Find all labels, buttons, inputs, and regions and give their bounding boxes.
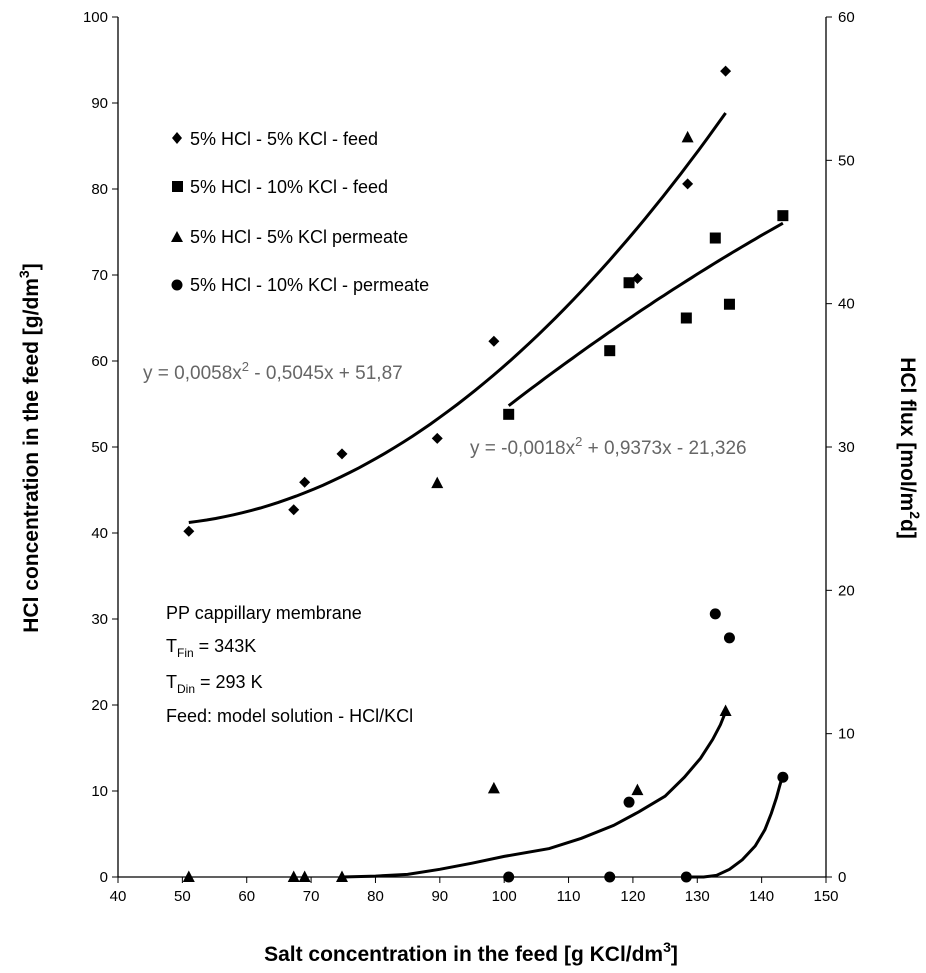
x-tick-label: 80 (367, 888, 384, 905)
annotation-line-4: Feed: model solution - HCl/KCl (166, 706, 413, 726)
annotation-line-1: PP cappillary membrane (166, 603, 362, 623)
x-tick-label: 70 (303, 888, 320, 905)
data-point-square (503, 408, 515, 420)
y2-tick-label: 20 (838, 582, 855, 599)
data-point-triangle (631, 783, 644, 796)
y-axis-title: HCl concentration in the feed [g/dm3] (16, 263, 43, 632)
x-tick-label: 120 (620, 888, 645, 905)
y2-tick-label: 50 (838, 152, 855, 169)
data-point-triangle (298, 870, 311, 882)
x-tick-label: 110 (557, 888, 581, 905)
y-tick-label: 10 (91, 783, 108, 800)
data-point-triangle (182, 870, 195, 882)
data-point-circle (777, 771, 789, 783)
legend: 5% HCl - 5% KCl - feed 5% HCl - 10% KCl … (171, 129, 429, 295)
legend-marker-diamond (172, 132, 182, 144)
y2-axis-title: HCl flux [mol/m2d] (896, 357, 923, 539)
legend-marker-triangle (171, 231, 183, 242)
data-point-circle (680, 871, 692, 883)
data-point-square (777, 210, 789, 222)
data-point-circle (709, 608, 721, 620)
data-point-triangle (431, 476, 444, 489)
legend-label: 5% HCl - 10% KCl - feed (190, 177, 388, 197)
data-point-diamond (431, 432, 443, 444)
x-tick-label: 50 (174, 888, 191, 905)
y-tick-label: 60 (91, 353, 108, 370)
data-point-circle (623, 796, 635, 808)
data-point-triangle (335, 870, 348, 882)
y-tick-label: 80 (91, 181, 108, 198)
data-point-diamond (299, 476, 311, 488)
data-points (182, 65, 789, 883)
y2-tick-label: 30 (838, 439, 855, 456)
data-point-square (723, 298, 735, 310)
data-point-square (709, 232, 721, 244)
y2-tick-label: 0 (838, 869, 846, 886)
data-point-diamond (336, 448, 348, 460)
annotation-line-3: TDin = 293 K (166, 672, 263, 696)
x-tick-label: 90 (431, 888, 448, 905)
y-tick-label: 0 (100, 869, 108, 886)
trendline (341, 713, 727, 879)
data-point-circle (604, 871, 616, 883)
annotation-line-2: TFin = 343K (166, 636, 256, 660)
data-point-triangle (681, 130, 694, 143)
data-point-circle (723, 632, 735, 644)
legend-item-triangle: 5% HCl - 5% KCl permeate (171, 227, 408, 247)
data-point-triangle (719, 704, 732, 717)
data-point-square (623, 277, 635, 289)
trendline (686, 776, 784, 879)
x-tick-label: 150 (813, 888, 838, 905)
ticks: 40 50 60 70 80 90 100 110 120 130 140 1500102030405… (83, 9, 855, 905)
y-tick-label: 20 (91, 697, 108, 714)
x-tick-label: 140 (749, 888, 774, 905)
membrane-annotation: PP cappillary membrane TFin = 343K TDin … (166, 603, 413, 726)
y2-tick-label: 60 (838, 9, 855, 26)
data-point-square (604, 345, 616, 357)
legend-item-square: 5% HCl - 10% KCl - feed (172, 177, 388, 197)
x-tick-label: 40 (110, 888, 127, 905)
data-point-diamond (682, 178, 694, 190)
trendline (188, 112, 727, 524)
data-point-triangle (287, 870, 300, 882)
data-point-diamond (720, 65, 732, 77)
legend-marker-circle (171, 279, 183, 291)
data-point-diamond (488, 335, 500, 347)
legend-label: 5% HCl - 10% KCl - permeate (190, 275, 429, 295)
y2-tick-label: 40 (838, 296, 855, 313)
y-tick-label: 100 (83, 9, 108, 26)
equation-feed-5kcl: y = 0,0058x2 - 0,5045x + 51,87 (143, 359, 403, 384)
legend-item-circle: 5% HCl - 10% KCl - permeate (171, 275, 429, 295)
data-point-diamond (183, 525, 195, 537)
x-axis-title: Salt concentration in the feed [g KCl/dm… (264, 939, 678, 966)
data-point-circle (503, 871, 515, 883)
y-tick-label: 40 (91, 525, 108, 542)
x-tick-label: 130 (685, 888, 710, 905)
data-point-square (680, 312, 692, 324)
legend-label: 5% HCl - 5% KCl - feed (190, 129, 378, 149)
equation-feed-10kcl: y = -0,0018x2 + 0,9373x - 21,326 (470, 434, 747, 459)
legend-marker-square (172, 181, 183, 192)
x-tick-label: 60 (238, 888, 255, 905)
y-tick-label: 30 (91, 611, 108, 628)
data-point-diamond (631, 272, 643, 284)
legend-item-diamond: 5% HCl - 5% KCl - feed (172, 129, 378, 149)
y-tick-label: 70 (91, 267, 108, 284)
legend-label: 5% HCl - 5% KCl permeate (190, 227, 408, 247)
y-tick-label: 90 (91, 95, 108, 112)
data-point-triangle (487, 781, 500, 794)
y2-tick-label: 10 (838, 726, 855, 743)
x-tick-label: 100 (492, 888, 517, 905)
trendlines (188, 112, 784, 879)
data-point-diamond (288, 504, 300, 516)
y-tick-label: 50 (91, 439, 108, 456)
trendline (507, 221, 784, 407)
